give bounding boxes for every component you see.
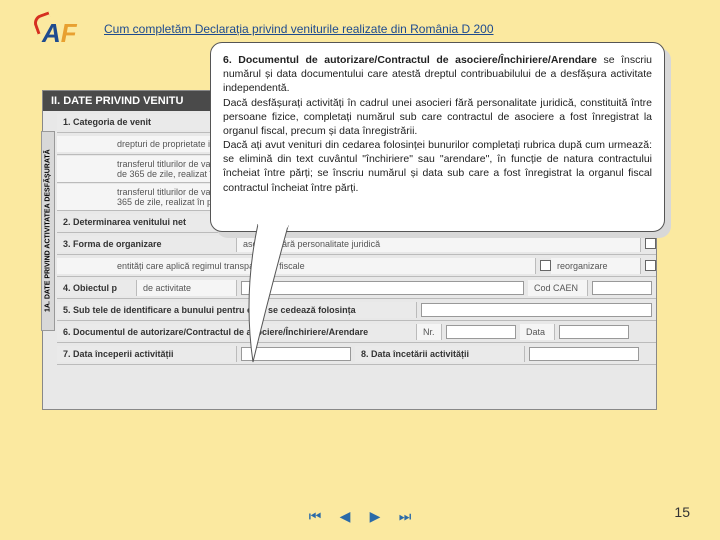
row4-label: 4. Obiectul p xyxy=(57,280,137,296)
page-number: 15 xyxy=(674,504,690,520)
row3c: reorganizare xyxy=(551,258,641,274)
callout-bubble: 6. Documentul de autorizare/Contractul d… xyxy=(210,42,665,232)
logo-f: F xyxy=(61,18,77,48)
row8-label: 8. Data încetării activității xyxy=(355,346,525,362)
logo: AF xyxy=(42,18,92,48)
row3-label: 3. Forma de organizare xyxy=(57,236,237,252)
row6-label: 6. Documentul de autorizare/Contractul d… xyxy=(57,324,417,340)
checkbox[interactable] xyxy=(645,260,656,271)
nav-next-icon[interactable]: ▶ xyxy=(365,506,385,526)
nav-last-icon[interactable]: ⏭ xyxy=(395,506,415,526)
nav-controls: ⏮ ◀ ▶ ⏭ xyxy=(305,506,415,526)
field-end[interactable] xyxy=(529,347,639,361)
page-title: Cum completăm Declarația privind venitur… xyxy=(104,22,494,36)
row4b: Cod CAEN xyxy=(528,280,588,296)
callout-p2: Dacă desfășurați activități în cadrul un… xyxy=(223,96,652,139)
checkbox[interactable] xyxy=(540,260,551,271)
row5-label: 5. Sub tele de identificare a bunului pe… xyxy=(57,302,417,318)
callout-tail xyxy=(248,224,298,364)
callout-num: 6. xyxy=(223,54,232,66)
callout-p3: Dacă ați avut venituri din cedarea folos… xyxy=(223,138,652,195)
field-data[interactable] xyxy=(559,325,629,339)
callout-lead: Documentul de autorizare/Contractul de a… xyxy=(238,54,597,66)
row7-label: 7. Data începerii activității xyxy=(57,346,237,362)
row6-nr: Nr. xyxy=(417,324,442,340)
row6-data: Data xyxy=(520,324,555,340)
nav-prev-icon[interactable]: ◀ xyxy=(335,506,355,526)
field-nr[interactable] xyxy=(446,325,516,339)
field-caen[interactable] xyxy=(592,281,652,295)
row4a: de activitate xyxy=(137,280,237,296)
nav-first-icon[interactable]: ⏮ xyxy=(305,506,325,526)
field-bun[interactable] xyxy=(421,303,652,317)
form-side-label: 1A. DATE PRIVIND ACTIVITATEA DESFĂȘURATĂ xyxy=(41,131,55,331)
checkbox[interactable] xyxy=(645,238,656,249)
